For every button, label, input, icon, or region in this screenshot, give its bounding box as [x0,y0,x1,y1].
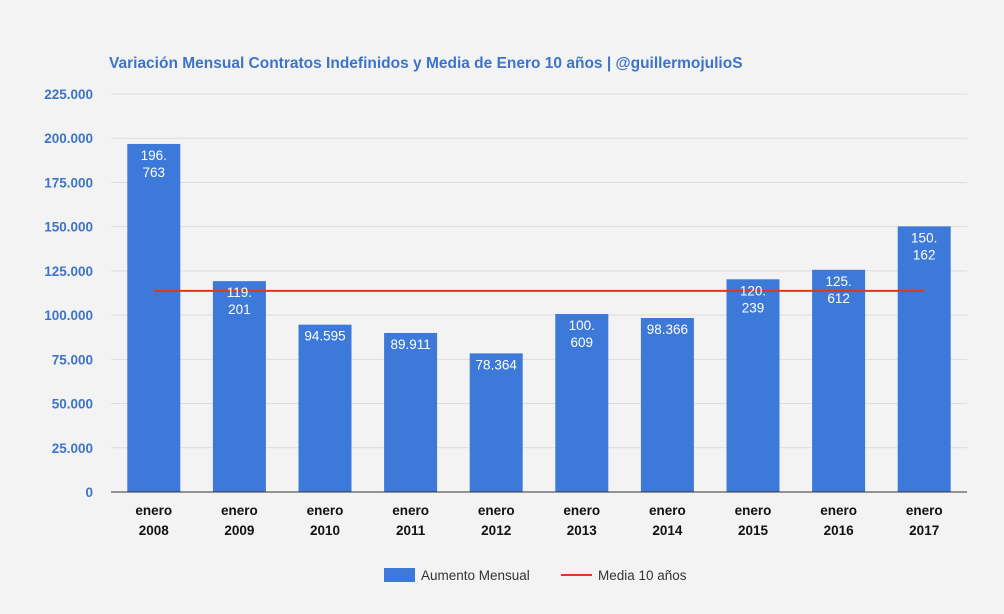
x-tick-label: enero 2008 [135,503,172,538]
bar-series [127,143,951,492]
data-label: 125. 612 [825,274,851,306]
x-tick-label: enero 2014 [649,503,686,538]
data-labels: 196. 763 119. 201 94.595 89.911 78.364 100. 609 9… [141,148,938,372]
data-label: 119. 201 [227,285,252,317]
x-tick-label: enero 2017 [906,503,943,538]
bar [812,269,866,492]
x-tick-label: enero 2013 [563,503,600,538]
bar [384,332,438,492]
y-tick-label: 175.000 [44,175,93,190]
y-tick-label: 75.000 [52,352,93,367]
data-label: 89.911 [390,337,430,352]
bar [726,279,780,492]
bar [897,226,951,492]
legend: Aumento Mensual Media 10 años [384,568,687,583]
x-tick-label: enero 2010 [307,503,344,538]
x-axis-ticks: enero 2008 enero 2009 enero 2010 enero 2011 ener… [135,503,942,538]
x-tick-label: enero 2015 [735,503,772,538]
data-label: 150. 162 [911,230,937,262]
y-tick-label: 0 [85,485,93,500]
bar [469,353,523,492]
data-label: 196. 763 [141,148,167,180]
x-tick-label: enero 2016 [820,503,857,538]
bar [640,318,694,492]
y-tick-label: 100.000 [44,308,93,323]
data-label: 78.364 [476,357,518,372]
x-tick-label: enero 2011 [392,503,429,538]
x-tick-label: enero 2009 [221,503,258,538]
bar [212,281,266,492]
chart-title: Variación Mensual Contratos Indefinidos … [109,55,743,72]
data-label: 98.366 [647,322,688,337]
legend-swatch-aumento-mensual [384,568,415,582]
y-axis-ticks: 0 25.000 50.000 75.000 100.000 125.000 150.000… [44,87,93,500]
bar [298,324,352,492]
bar [555,314,609,492]
y-tick-label: 25.000 [52,441,93,456]
y-tick-label: 225.000 [44,87,93,102]
bar [127,143,181,492]
y-tick-label: 150.000 [44,220,93,235]
legend-label-media-10-anos: Media 10 años [598,568,687,583]
y-tick-label: 200.000 [44,131,93,146]
data-label: 120. 239 [740,283,766,315]
data-label: 100. 609 [569,318,595,350]
x-tick-label: enero 2012 [478,503,515,538]
legend-label-aumento-mensual: Aumento Mensual [421,568,530,583]
data-label: 94.595 [304,329,345,344]
y-tick-label: 125.000 [44,264,93,279]
y-tick-label: 50.000 [52,397,93,412]
